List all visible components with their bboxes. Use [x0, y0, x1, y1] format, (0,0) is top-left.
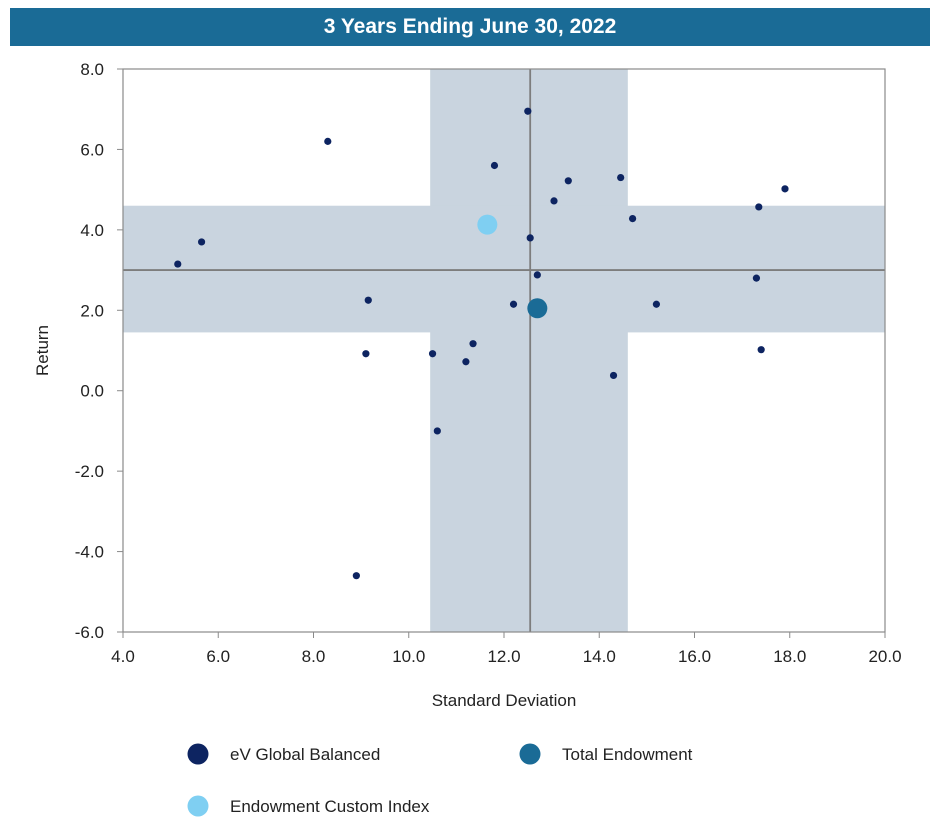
peer-point	[781, 185, 789, 193]
peer-point	[509, 300, 518, 308]
peer-point	[752, 274, 761, 282]
x-tick-label: 20.0	[868, 647, 901, 666]
y-axis-ticks: 8.0 6.0 4.0 2.0 0.0 -2.0 -4.0 -6.0	[75, 60, 123, 642]
legend-label: Endowment Custom Index	[230, 797, 430, 816]
x-tick-label: 10.0	[392, 647, 425, 666]
vertical-band	[430, 69, 628, 632]
peer-point	[524, 107, 532, 115]
peer-point	[462, 358, 470, 366]
x-axis-ticks: 4.0 6.0 8.0 10.0 12.0 14.0 16.0 18.0 20.0	[111, 632, 902, 666]
custom-index-point	[477, 214, 498, 235]
peer-point	[564, 177, 572, 185]
y-tick-label: -4.0	[75, 543, 104, 562]
peer-point	[174, 260, 182, 268]
median-lines	[123, 69, 885, 632]
peer-point	[352, 572, 360, 580]
y-axis-title: Return	[33, 325, 52, 376]
x-tick-label: 4.0	[111, 647, 135, 666]
x-tick-label: 6.0	[206, 647, 230, 666]
y-tick-label: 6.0	[80, 140, 104, 159]
total-endowment-point	[527, 298, 548, 319]
legend-label: Total Endowment	[562, 745, 693, 764]
legend: eV Global Balanced Total Endowment Endowme…	[187, 743, 693, 817]
legend-marker	[519, 743, 541, 765]
peer-point	[433, 427, 441, 435]
peer-point	[428, 350, 437, 358]
x-tick-label: 16.0	[678, 647, 711, 666]
x-tick-label: 14.0	[583, 647, 616, 666]
horizontal-band	[123, 205, 885, 333]
legend-marker	[187, 743, 209, 765]
x-axis-title: Standard Deviation	[432, 691, 577, 710]
peer-point	[617, 173, 625, 182]
y-tick-label: 8.0	[80, 60, 104, 79]
y-tick-label: 0.0	[80, 382, 104, 401]
peer-point	[628, 214, 637, 223]
shaded-bands	[123, 69, 885, 632]
legend-item-endowment-custom-index: Endowment Custom Index	[187, 795, 430, 817]
y-tick-label: -6.0	[75, 623, 104, 642]
peer-point	[364, 296, 372, 304]
peer-point	[469, 340, 477, 348]
y-tick-label: 4.0	[80, 221, 104, 240]
peer-point	[609, 371, 618, 380]
legend-item-total-endowment: Total Endowment	[519, 743, 693, 765]
peer-point	[533, 271, 541, 279]
x-tick-label: 18.0	[773, 647, 806, 666]
x-tick-label: 8.0	[302, 647, 326, 666]
y-tick-label: -2.0	[75, 462, 104, 481]
chart-title: 3 Years Ending June 30, 2022	[10, 8, 930, 46]
data-points	[174, 107, 789, 580]
legend-label: eV Global Balanced	[230, 745, 380, 764]
peer-point	[550, 197, 558, 205]
y-tick-label: 2.0	[80, 301, 104, 320]
peer-point	[652, 300, 661, 308]
peer-point	[757, 346, 765, 354]
peer-point	[362, 350, 370, 358]
peer-point	[324, 137, 332, 145]
peer-point	[755, 203, 763, 211]
peer-point	[526, 234, 534, 242]
peer-point	[197, 238, 206, 246]
legend-marker	[187, 795, 209, 817]
peer-point	[490, 161, 499, 170]
x-tick-label: 12.0	[487, 647, 520, 666]
legend-item-eV-global-balanced: eV Global Balanced	[187, 743, 380, 765]
